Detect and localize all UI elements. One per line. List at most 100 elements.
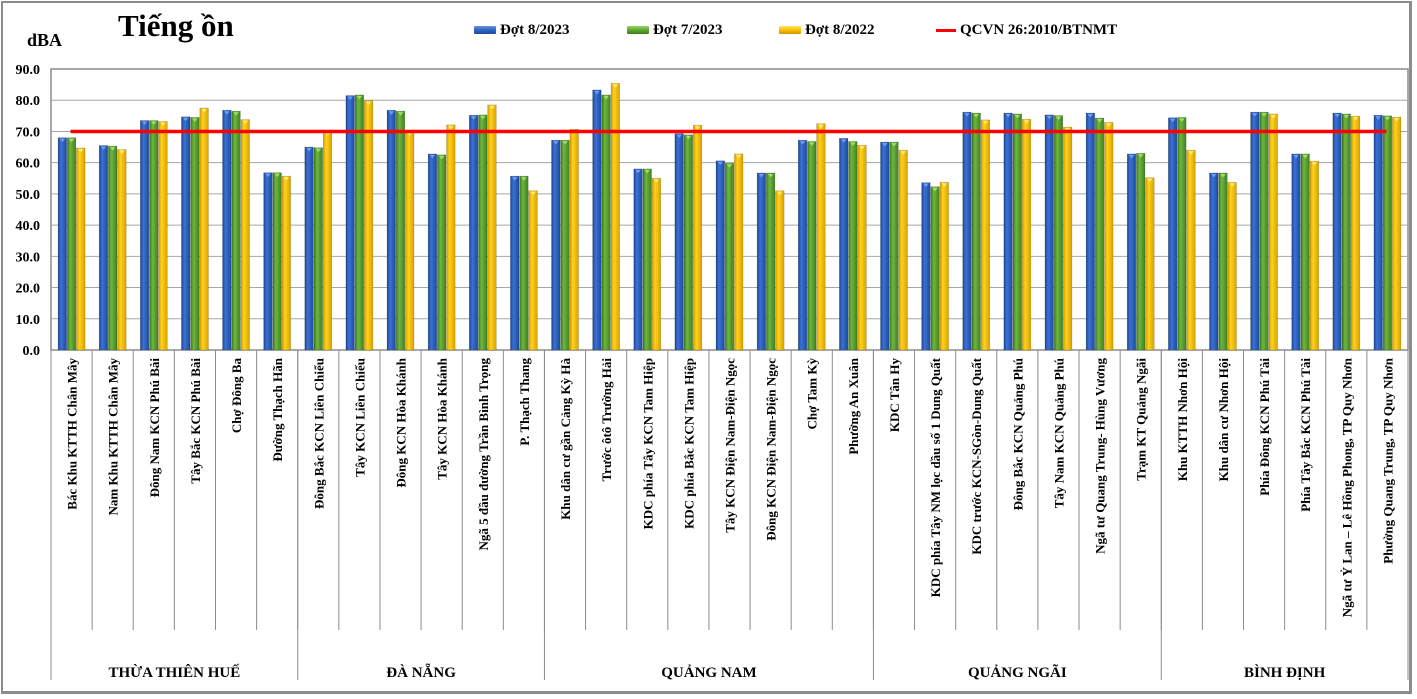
bar-cap-highlight — [603, 95, 609, 100]
category-label: Ngã tư Quang Trung- Hùng Vương — [1093, 358, 1108, 554]
bar-cap-highlight — [808, 142, 815, 146]
bar-dot-7-2023 — [1095, 117, 1105, 351]
bar-body — [304, 146, 314, 351]
category-label: Đông Bắc KCN Liên Chiểu — [311, 358, 326, 509]
bar-body — [1268, 113, 1278, 351]
bar-dot-7-2023 — [108, 145, 118, 351]
bar-dot-8-2023 — [57, 137, 67, 351]
bar-body — [231, 110, 241, 351]
bar-dot-8-2022 — [364, 100, 374, 351]
bar-dot-8-2023 — [1332, 112, 1342, 351]
bar-body — [67, 137, 77, 351]
group-label: ĐÀ NẴNG — [386, 663, 456, 681]
bar-dot-8-2023 — [1209, 172, 1219, 351]
bar-dot-8-2022 — [281, 175, 291, 351]
bar-dot-8-2023 — [633, 168, 643, 351]
bar-body — [98, 145, 109, 351]
bar-cap-highlight — [242, 120, 249, 125]
bar-body — [1341, 113, 1351, 351]
bar-dot-8-2022 — [1186, 149, 1196, 351]
bar-body — [1332, 112, 1342, 351]
bar-body — [734, 153, 744, 351]
bar-dot-7-2023 — [190, 117, 200, 351]
bar-dot-8-2023 — [715, 160, 725, 351]
bar-cap-highlight — [594, 90, 600, 95]
bar-cap-highlight — [1128, 154, 1135, 159]
bar-body — [839, 138, 849, 351]
category-label: Khu dân cư Nhơn Hội — [1216, 358, 1231, 482]
bar-body — [519, 175, 529, 351]
bar-dot-7-2023 — [1341, 113, 1351, 351]
bar-dot-7-2023 — [1177, 117, 1187, 351]
bar-cap-highlight — [109, 147, 116, 151]
bar-cap-highlight — [365, 101, 372, 106]
legend-swatch-blue — [474, 26, 496, 34]
bar-dot-8-2022 — [1350, 115, 1361, 351]
bar-dot-8-2022 — [158, 121, 168, 351]
bar-body — [1012, 113, 1022, 351]
bar-dot-8-2023 — [386, 109, 396, 351]
bar-body — [437, 154, 447, 351]
bar-body — [551, 139, 561, 351]
bar-body — [816, 123, 826, 351]
bar-body — [1104, 122, 1114, 351]
bar-body — [807, 141, 817, 351]
bar-dot-7-2023 — [67, 137, 77, 351]
bar-body — [1300, 153, 1310, 351]
bar-dot-7-2023 — [889, 141, 899, 351]
bar-cap-highlight — [479, 115, 486, 120]
bar-cap-highlight — [562, 141, 568, 145]
bar-body — [510, 175, 520, 351]
bar-body — [528, 190, 538, 351]
bar-cap-highlight — [151, 121, 157, 126]
bar-body — [1168, 117, 1178, 351]
bar-cap-highlight — [1261, 113, 1267, 117]
bar-cap-highlight — [973, 114, 980, 118]
bar-cap-highlight — [233, 112, 239, 116]
bar-dot-8-2022 — [939, 182, 949, 351]
bar-cap-highlight — [1302, 154, 1308, 159]
bar-body — [469, 114, 479, 351]
bar-dot-7-2023 — [848, 141, 858, 351]
bar-body — [674, 133, 684, 351]
bar-body — [756, 172, 766, 351]
bar-dot-8-2023 — [263, 172, 273, 351]
bar-cap-highlight — [717, 161, 724, 166]
category-label: Phía Tây Bắc KCN Phú Tài — [1298, 358, 1313, 512]
bar-dot-7-2023 — [807, 141, 817, 351]
bar-body — [724, 163, 735, 351]
bar-dot-8-2023 — [469, 114, 479, 351]
bar-cap-highlight — [448, 125, 454, 130]
bar-body — [560, 139, 570, 351]
category-label: Khu KTTH Nhơn Hội — [1175, 358, 1190, 482]
bar-cap-highlight — [182, 117, 189, 122]
bar-body — [766, 172, 776, 351]
y-tick-label: 20.0 — [16, 282, 41, 297]
bar-cap-highlight — [1105, 123, 1112, 127]
category-label: Phường Quang Trung, TP Quy Nhơn — [1380, 357, 1395, 563]
bar-dot-7-2023 — [354, 94, 364, 351]
bar-body — [1126, 153, 1137, 351]
bar-dot-8-2023 — [222, 109, 232, 351]
category-label: Tây Nam KCN Quảng Phú — [1051, 358, 1066, 508]
bar-body — [848, 141, 858, 351]
bar-cap-highlight — [735, 154, 742, 159]
bar-cap-highlight — [1023, 120, 1030, 124]
bar-cap-highlight — [1087, 114, 1094, 118]
bar-body — [345, 95, 355, 351]
bar-body — [158, 121, 168, 351]
bar-body — [76, 147, 86, 351]
bar-body — [880, 141, 890, 351]
bar-cap-highlight — [68, 138, 75, 143]
bar-dot-7-2023 — [395, 110, 406, 351]
bar-cap-highlight — [799, 141, 806, 145]
legend-item-dot-8-2022: Đợt 8/2022 — [779, 20, 875, 40]
group-label: BÌNH ĐỊNH — [1244, 664, 1326, 681]
bar-cap-highlight — [859, 146, 865, 150]
bar-cap-highlight — [777, 191, 783, 196]
bar-body — [1291, 153, 1301, 351]
bar-cap-highlight — [201, 109, 207, 113]
bar-body — [478, 114, 488, 351]
bar-cap-highlight — [470, 116, 477, 120]
